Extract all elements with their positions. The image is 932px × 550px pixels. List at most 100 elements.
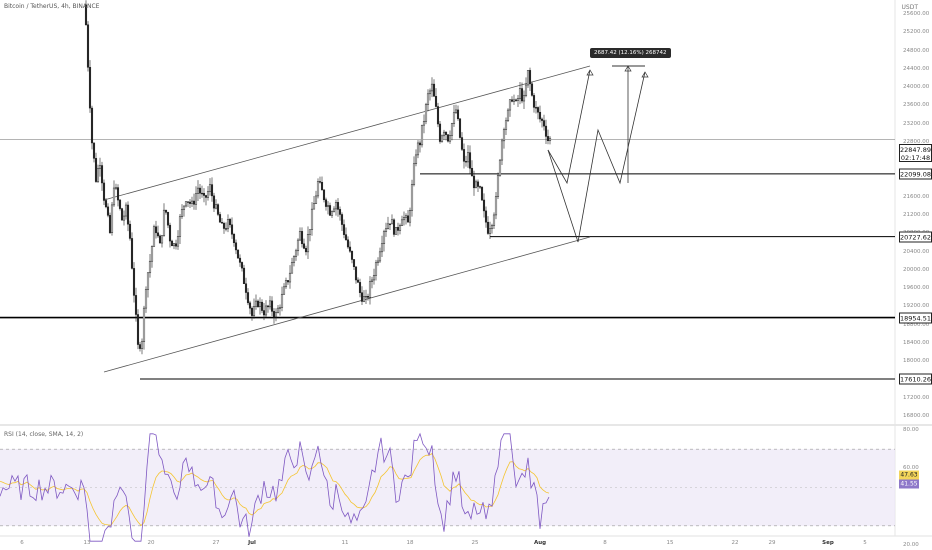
candle-body	[538, 111, 542, 120]
candle-body	[378, 251, 382, 262]
candle-body	[340, 214, 344, 225]
level-price-label: 20727.62	[899, 231, 932, 243]
candle-body	[252, 306, 256, 316]
candle-body	[276, 307, 280, 313]
candle-body	[308, 229, 312, 235]
price-tick-label: 21600.00	[903, 193, 930, 200]
candle-body	[116, 187, 120, 201]
candle-body	[152, 226, 156, 247]
candle-body	[506, 109, 510, 122]
currency-label: USDT	[901, 4, 919, 11]
price-tick-label: 24800.00	[903, 47, 930, 54]
candle-body	[286, 280, 290, 283]
candle-body	[138, 344, 142, 349]
candle-body	[436, 106, 440, 125]
candle-body	[332, 208, 336, 212]
candle-body	[412, 163, 416, 185]
candle-body	[400, 219, 404, 226]
arrow-head-icon	[586, 69, 594, 76]
candle-body	[98, 165, 102, 169]
candle-body	[282, 286, 286, 295]
candle-body	[488, 228, 492, 234]
candle-body	[504, 120, 508, 130]
candle-body	[254, 300, 258, 307]
candle-body	[354, 266, 358, 281]
current-price-value: 22847.89	[900, 146, 932, 154]
candle-body	[170, 240, 174, 247]
candle-body	[300, 231, 304, 245]
date-tick-label: 8	[603, 540, 607, 546]
candle-body	[544, 125, 548, 137]
candle-body	[120, 208, 124, 221]
candle-body	[542, 120, 546, 127]
candle-body	[178, 216, 182, 237]
candle-body	[364, 296, 368, 298]
candle-body	[246, 292, 250, 304]
candle-body	[496, 175, 500, 197]
candle-body	[432, 83, 436, 97]
price-tick-label: 19200.00	[903, 303, 930, 310]
candle-body	[414, 154, 418, 165]
candle-body	[90, 107, 94, 144]
candle-body	[370, 279, 374, 282]
candle-body	[232, 234, 236, 244]
candle-body	[182, 205, 186, 210]
candle-body	[492, 214, 496, 226]
candle-body	[164, 209, 168, 213]
candle-body	[296, 239, 300, 252]
candle-body	[304, 248, 308, 253]
candle-body	[342, 224, 346, 235]
candle-body	[272, 311, 276, 318]
candle-body	[338, 209, 342, 215]
candle-body	[386, 223, 390, 229]
candle-body	[516, 98, 520, 101]
candle-body	[150, 246, 154, 262]
candle-body	[196, 187, 200, 194]
candle-body	[502, 129, 506, 142]
candle-body	[548, 137, 552, 142]
candle-body	[462, 149, 466, 162]
rsi-indicator-title[interactable]: RSI (14, close, SMA, 14, 2)	[4, 431, 84, 438]
candle-body	[262, 310, 266, 316]
candle-body	[162, 209, 166, 236]
date-tick-label: 20	[147, 540, 155, 546]
candle-body	[316, 181, 320, 197]
candle-body	[222, 222, 226, 229]
candle-body	[302, 243, 306, 249]
candle-body	[448, 135, 452, 142]
candle-body	[416, 142, 420, 156]
candle-body	[208, 184, 212, 192]
date-tick-label: 18	[406, 540, 414, 546]
candle-body	[216, 204, 220, 215]
channel-lower-line	[103, 236, 591, 373]
candle-body	[452, 112, 456, 124]
candle-body	[388, 223, 392, 225]
level-price-label: 18954.51	[899, 312, 932, 324]
candle-body	[198, 187, 202, 194]
symbol-title[interactable]: Bitcoin / TetherUS, 4h, BINANCE	[4, 3, 100, 10]
candle-body	[102, 182, 106, 201]
price-tick-label: 20000.00	[903, 266, 930, 273]
candle-body	[160, 235, 164, 244]
candle-body	[494, 196, 498, 216]
candle-body	[384, 228, 388, 232]
candle-body	[306, 234, 310, 253]
candle-body	[484, 210, 488, 223]
candle-body	[330, 211, 334, 216]
candle-body	[248, 302, 252, 309]
candle-body	[476, 181, 480, 187]
candle-body	[230, 224, 234, 235]
candle-body	[314, 195, 318, 204]
candle-body	[140, 341, 144, 349]
date-tick-label: 27	[212, 540, 220, 546]
level-price-label: 17610.26	[899, 373, 932, 385]
candle-body	[202, 193, 206, 196]
candle-body	[530, 83, 534, 96]
candle-body	[376, 260, 380, 263]
price-tick-label: 25600.00	[903, 11, 930, 17]
candle-body	[238, 257, 242, 263]
candle-body	[372, 275, 376, 281]
candle-body	[226, 219, 230, 230]
